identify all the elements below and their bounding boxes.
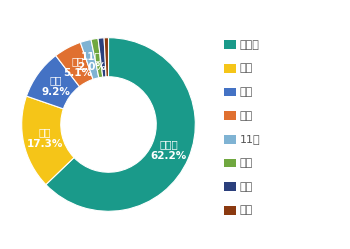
Text: 11층: 11층 bbox=[240, 134, 260, 144]
Text: 공장: 공장 bbox=[240, 63, 253, 73]
Text: 공장
17.3%: 공장 17.3% bbox=[27, 128, 63, 149]
Text: 목욕: 목욕 bbox=[240, 182, 253, 192]
Text: 아파트
62.2%: 아파트 62.2% bbox=[150, 139, 187, 161]
Text: 판매: 판매 bbox=[240, 87, 253, 97]
Wedge shape bbox=[91, 38, 103, 78]
Text: 병원: 병원 bbox=[240, 111, 253, 121]
Wedge shape bbox=[104, 38, 108, 77]
Wedge shape bbox=[80, 40, 99, 79]
Text: 숙박: 숙박 bbox=[240, 158, 253, 168]
Text: 판매
9.2%: 판매 9.2% bbox=[41, 76, 70, 97]
Wedge shape bbox=[46, 38, 195, 211]
Text: 11층
2.0%: 11층 2.0% bbox=[77, 51, 106, 72]
Wedge shape bbox=[22, 96, 74, 185]
Wedge shape bbox=[27, 56, 79, 109]
Text: 학교: 학교 bbox=[240, 205, 253, 215]
Text: 아파트: 아파트 bbox=[240, 40, 260, 50]
Wedge shape bbox=[98, 38, 106, 77]
Text: 병원
5.1%: 병원 5.1% bbox=[63, 56, 92, 78]
Wedge shape bbox=[56, 42, 93, 87]
